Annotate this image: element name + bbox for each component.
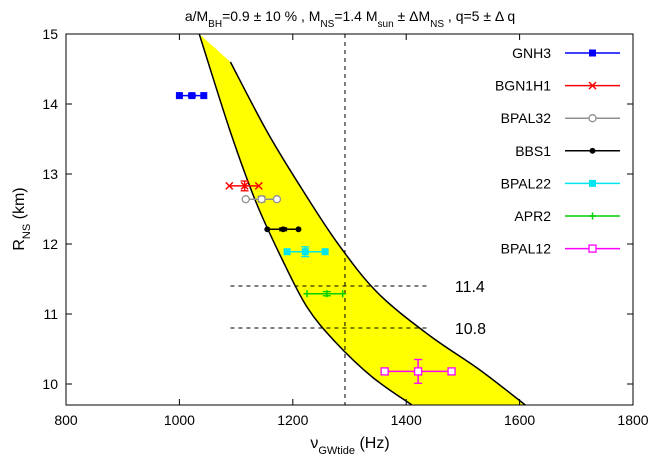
uncertainty-band: [199, 34, 526, 405]
data-point: [188, 92, 196, 100]
x-tick-label: 800: [54, 412, 78, 428]
y-tick-label: 11: [43, 306, 58, 322]
data-point: [295, 226, 302, 233]
data-point: [257, 195, 266, 204]
series-bpal22: [283, 246, 329, 258]
data-point: [589, 179, 596, 187]
legend-item: BPAL32: [501, 110, 620, 126]
x-tick-label: 1200: [277, 412, 308, 428]
data-point: [200, 92, 208, 100]
legend-label: BBS1: [515, 143, 551, 159]
series-bpal12: [380, 358, 456, 384]
data-point: [589, 212, 596, 220]
series-bgn1h1: [225, 180, 263, 192]
reference-line-label: 10.8: [455, 321, 486, 338]
data-point: [588, 114, 597, 123]
data-point: [175, 92, 183, 100]
chart-title: a/MBH=0.9 ± 10 % , MNS=1.4 Msun ± ΔMNS ,…: [185, 8, 515, 30]
data-point: [447, 367, 456, 376]
y-tick-label: 14: [42, 96, 58, 112]
legend-item: BPAL12: [501, 241, 620, 257]
reference-line-label: 11.4: [455, 279, 485, 296]
series-bpal32: [241, 195, 282, 204]
y-tick-label: 15: [42, 26, 58, 42]
y-tick-label: 10: [42, 376, 58, 392]
x-tick-label: 1800: [617, 412, 648, 428]
x-tick-label: 1600: [504, 412, 535, 428]
data-point: [321, 248, 329, 256]
data-point: [283, 248, 291, 256]
data-point: [280, 226, 287, 233]
band-right-edge: [229, 61, 526, 405]
y-tick-label: 13: [42, 166, 58, 182]
data-point: [339, 290, 347, 298]
data-point: [588, 81, 597, 90]
data-point: [588, 244, 597, 253]
data-point: [241, 195, 250, 204]
band-left-edge: [198, 34, 413, 405]
x-tick-label: 1400: [391, 412, 422, 428]
legend-label: BPAL32: [501, 110, 552, 126]
data-point: [225, 181, 234, 190]
data-point: [301, 248, 309, 256]
data-point: [589, 49, 596, 57]
legend-item: GNH3: [512, 45, 620, 61]
y-tick-label: 12: [42, 236, 58, 252]
data-point: [413, 367, 423, 376]
x-axis-label: νGWtide (Hz): [310, 435, 389, 457]
legend-label: BPAL12: [501, 241, 552, 257]
data-point: [254, 181, 263, 190]
data-point: [264, 226, 271, 233]
data-point: [272, 195, 282, 204]
legend-label: APR2: [514, 208, 551, 224]
series-bbs1: [264, 226, 302, 233]
legend-item: APR2: [514, 208, 620, 224]
legend-label: BGN1H1: [495, 78, 551, 94]
data-point: [240, 181, 249, 190]
x-tick-label: 1000: [164, 412, 195, 428]
data-point: [323, 290, 331, 298]
legend: GNH3 BGN1H1 BPAL32 BBS1 BPAL22 APR2 BPAL12: [495, 45, 620, 257]
y-axis-label: RNS (km): [11, 187, 33, 250]
series-apr2: [303, 290, 347, 298]
legend-label: GNH3: [512, 45, 551, 61]
legend-item: BPAL22: [501, 175, 620, 191]
data-point: [589, 147, 596, 154]
legend-item: BBS1: [515, 143, 620, 159]
legend-item: BGN1H1: [495, 78, 620, 94]
plot-frame: [65, 33, 634, 406]
legend-label: BPAL22: [501, 175, 552, 191]
data-point: [303, 290, 311, 298]
data-point: [380, 367, 389, 376]
series-gnh3: [175, 92, 208, 100]
